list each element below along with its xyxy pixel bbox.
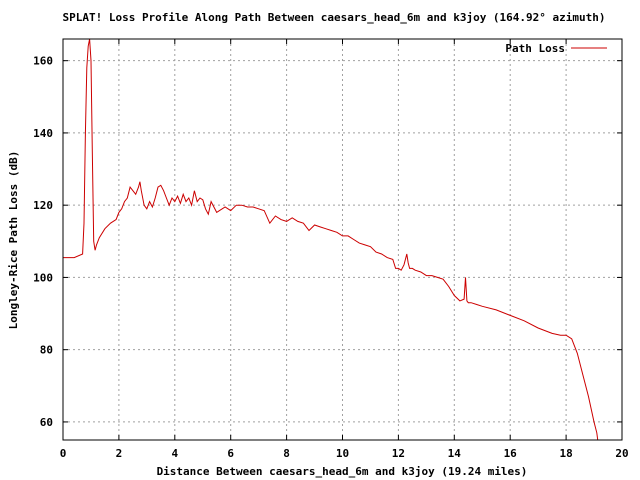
y-tick-label: 60 bbox=[40, 416, 53, 429]
axis-ticks: 0 2 4 6 8 10 12 14 16 18 20 60 80 100 120 140 160 bbox=[33, 39, 629, 460]
x-tick-label: 18 bbox=[559, 447, 572, 460]
plot-frame bbox=[62, 38, 623, 441]
series-line-path-loss bbox=[63, 39, 599, 440]
x-tick-label: 20 bbox=[615, 447, 628, 460]
x-axis-label: Distance Between caesars_head_6m and k3j… bbox=[157, 465, 528, 478]
x-tick-label: 16 bbox=[504, 447, 518, 460]
gridlines bbox=[63, 39, 622, 440]
x-tick-label: 10 bbox=[336, 447, 349, 460]
x-tick-label: 8 bbox=[283, 447, 290, 460]
y-tick-label: 160 bbox=[33, 55, 53, 68]
y-axis-label: Longley-Rice Path Loss (dB) bbox=[7, 151, 20, 330]
y-tick-label: 100 bbox=[33, 271, 53, 284]
legend-label-path-loss: Path Loss bbox=[505, 42, 565, 55]
series-layer bbox=[63, 39, 599, 440]
y-tick-label: 120 bbox=[33, 199, 53, 212]
x-tick-label: 4 bbox=[171, 447, 178, 460]
legend: Path Loss bbox=[505, 42, 607, 55]
x-tick-label: 14 bbox=[448, 447, 462, 460]
x-tick-label: 12 bbox=[392, 447, 405, 460]
x-tick-label: 6 bbox=[227, 447, 234, 460]
x-tick-label: 0 bbox=[60, 447, 67, 460]
y-tick-label: 80 bbox=[40, 344, 53, 357]
x-tick-label: 2 bbox=[116, 447, 123, 460]
chart-title: SPLAT! Loss Profile Along Path Between c… bbox=[62, 11, 605, 24]
y-tick-label: 140 bbox=[33, 127, 53, 140]
